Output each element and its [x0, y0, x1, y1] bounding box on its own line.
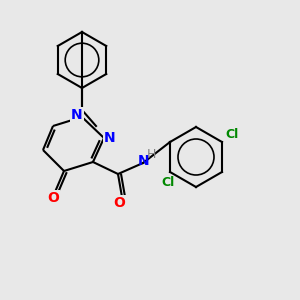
Text: O: O	[47, 191, 59, 205]
Text: Cl: Cl	[161, 176, 175, 188]
Text: O: O	[113, 196, 125, 210]
Text: Cl: Cl	[225, 128, 239, 140]
Text: N: N	[104, 131, 116, 145]
Text: H: H	[146, 148, 156, 160]
Text: N: N	[71, 108, 83, 122]
Text: N: N	[138, 154, 150, 168]
